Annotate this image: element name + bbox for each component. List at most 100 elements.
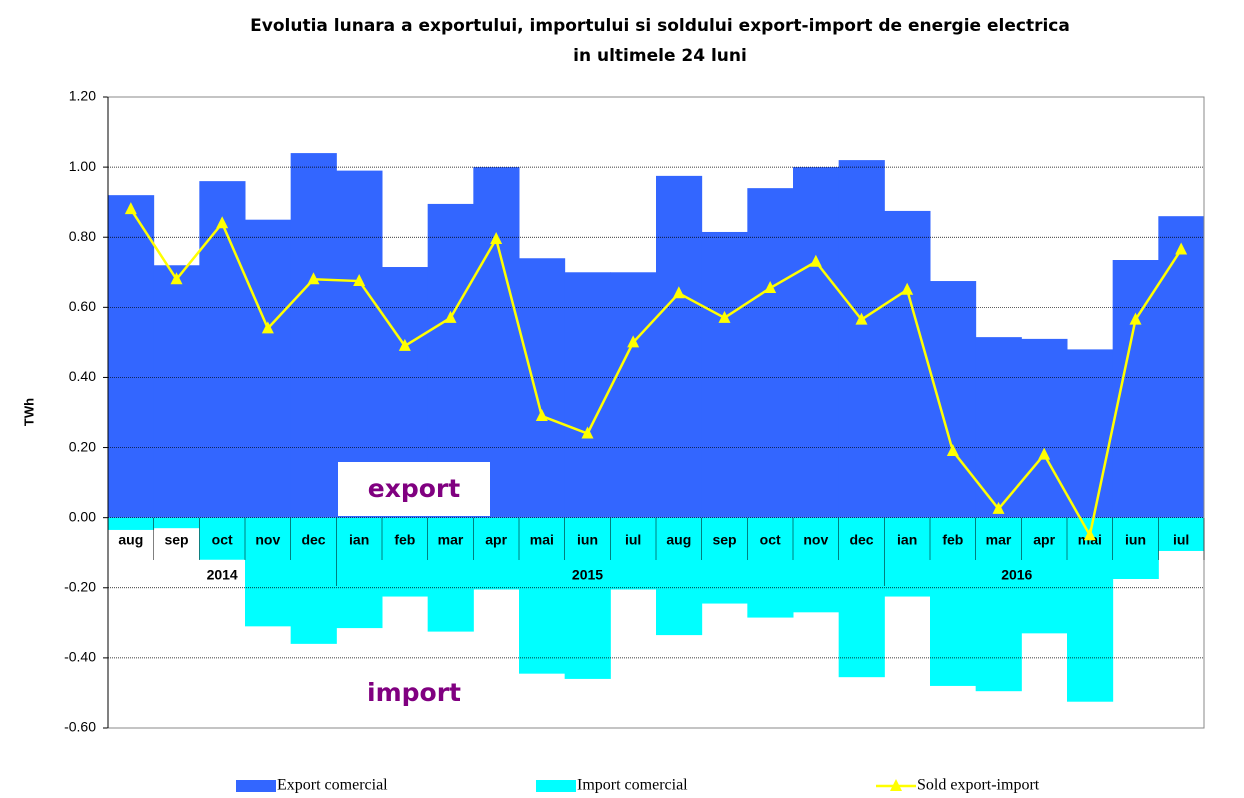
- bar: [153, 265, 200, 518]
- marker: [490, 231, 503, 244]
- bar: [747, 188, 794, 518]
- bar: [382, 517, 429, 597]
- bar: [473, 167, 520, 518]
- y-tick-label: -0.40: [64, 649, 96, 665]
- x-tick-label: nov: [803, 532, 828, 548]
- y-tick-label: -0.60: [64, 719, 96, 735]
- marker: [124, 202, 137, 215]
- bar: [199, 517, 246, 560]
- x-tick-label: iul: [1173, 532, 1189, 548]
- bar: [610, 517, 657, 590]
- bar: [245, 517, 292, 627]
- bar: [1021, 517, 1068, 634]
- bar: [1067, 349, 1114, 518]
- x-tick-label: mar: [986, 532, 1012, 548]
- legend-swatch: [536, 780, 576, 792]
- marker: [992, 501, 1005, 514]
- legend-label: Sold export-import: [917, 777, 1040, 794]
- x-tick-label: sep: [712, 532, 736, 548]
- x-tick-label: iun: [1125, 532, 1146, 548]
- y-tick-label: 0.20: [69, 438, 96, 454]
- bar: [793, 517, 840, 613]
- x-tick-label: mai: [530, 532, 554, 548]
- bar: [336, 517, 383, 629]
- marker: [535, 409, 548, 422]
- bar: [199, 181, 246, 518]
- marker: [307, 272, 320, 285]
- x-tick-label: ian: [349, 532, 369, 548]
- marker: [1129, 312, 1142, 325]
- bar: [564, 517, 611, 679]
- x-tick-label: iul: [625, 532, 641, 548]
- y-tick-label: 0.00: [69, 508, 96, 524]
- bar: [245, 219, 292, 518]
- bar: [427, 517, 474, 632]
- bar: [290, 517, 337, 644]
- marker: [855, 312, 868, 325]
- bar: [656, 175, 703, 518]
- y-tick-label: 1.20: [69, 88, 96, 104]
- bar: [108, 195, 155, 518]
- x-tick-label: aug: [118, 532, 143, 548]
- bar: [701, 231, 748, 518]
- marker: [627, 335, 640, 348]
- bar: [1067, 517, 1114, 702]
- bar: [747, 517, 794, 618]
- y-tick-label: 1.00: [69, 158, 96, 174]
- x-tick-label: feb: [942, 532, 963, 548]
- bar: [884, 210, 931, 518]
- x-tick-label: dec: [849, 532, 873, 548]
- y-tick-label: 0.40: [69, 368, 96, 384]
- x-tick-label: iun: [577, 532, 598, 548]
- marker: [216, 216, 229, 229]
- bar: [975, 337, 1022, 518]
- year-label: 2014: [207, 567, 238, 583]
- year-label: 2016: [1001, 567, 1032, 583]
- x-tick-label: dec: [301, 532, 325, 548]
- bar: [610, 272, 657, 518]
- x-tick-label: nov: [255, 532, 280, 548]
- bar: [1158, 517, 1205, 551]
- y-tick-label: 0.60: [69, 298, 96, 314]
- legend-swatch: [236, 780, 276, 792]
- x-tick-label: feb: [394, 532, 415, 548]
- year-label: 2015: [572, 567, 603, 583]
- marker: [1175, 242, 1188, 255]
- chart-title: Evolutia lunara a exportului, importului…: [250, 16, 1070, 36]
- bar: [519, 517, 566, 674]
- x-tick-label: mar: [438, 532, 464, 548]
- marker: [170, 272, 183, 285]
- legend-swatch: [890, 779, 902, 791]
- y-tick-label: -0.20: [64, 578, 96, 594]
- x-tick-label: sep: [164, 532, 188, 548]
- bar: [838, 160, 885, 518]
- bar: [975, 517, 1022, 692]
- bar: [336, 170, 383, 518]
- annotation-box: [338, 462, 490, 516]
- legend-label: Import comercial: [577, 777, 688, 794]
- bar: [884, 517, 931, 597]
- y-tick-label: 0.80: [69, 228, 96, 244]
- bar: [519, 258, 566, 518]
- x-tick-label: apr: [1033, 532, 1055, 548]
- marker: [946, 444, 959, 457]
- marker: [901, 282, 914, 295]
- marker: [718, 310, 731, 323]
- x-tick-label: oct: [212, 532, 233, 548]
- bar: [108, 517, 155, 530]
- bar: [1112, 517, 1159, 580]
- chart-subtitle: in ultimele 24 luni: [573, 46, 747, 66]
- marker: [1038, 447, 1051, 460]
- bar: [701, 517, 748, 604]
- annotation: export: [368, 474, 460, 503]
- legend-label: Export comercial: [277, 777, 388, 794]
- bar: [153, 517, 200, 529]
- marker: [809, 254, 822, 267]
- line: [129, 208, 1183, 539]
- bar: [656, 517, 703, 636]
- marker: [581, 426, 594, 439]
- annotation: import: [367, 678, 461, 707]
- x-tick-label: ian: [897, 532, 917, 548]
- bar: [473, 517, 520, 590]
